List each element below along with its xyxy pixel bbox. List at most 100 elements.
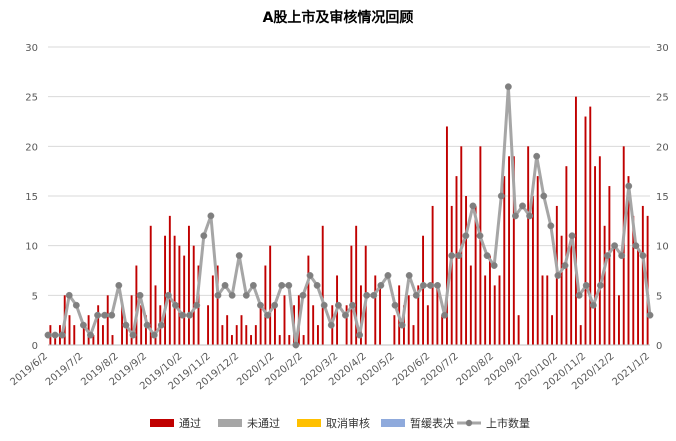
- bar-passed: [517, 315, 520, 345]
- listing-count-point: [164, 291, 172, 299]
- bar-passed: [417, 285, 420, 345]
- bar-passed: [192, 245, 195, 345]
- bar-passed: [259, 305, 262, 345]
- listing-count-point: [200, 232, 208, 240]
- bar-passed: [469, 265, 472, 345]
- y-right-tick-label: 20: [656, 142, 669, 153]
- listing-count-point: [604, 252, 611, 260]
- bar-passed: [560, 235, 563, 345]
- listing-count-point: [349, 301, 356, 309]
- bar-passed: [503, 176, 506, 345]
- y-right-tick-label: 10: [656, 242, 669, 253]
- bar-passed: [312, 305, 315, 345]
- listing-count-point: [504, 83, 512, 91]
- bar-passed: [570, 235, 573, 345]
- bar-passed: [302, 335, 305, 345]
- bar-passed: [584, 116, 587, 345]
- bar-passed: [140, 305, 143, 345]
- bar-passed: [350, 245, 353, 345]
- listing-count-point: [44, 331, 52, 339]
- listing-count-point: [150, 331, 158, 339]
- listing-count-point: [618, 252, 626, 260]
- listing-count-point: [214, 291, 222, 299]
- listing-count-point: [412, 291, 420, 299]
- bar-passed: [646, 215, 649, 345]
- listing-count-point: [596, 281, 604, 289]
- bar-passed: [474, 205, 477, 345]
- listing-count-point: [115, 281, 123, 289]
- listing-count-point: [327, 321, 335, 329]
- bar-passed: [445, 126, 448, 345]
- bar-passed: [450, 205, 453, 345]
- listing-count-point: [455, 252, 463, 260]
- listing-count-point: [547, 222, 555, 230]
- listing-count-point: [575, 291, 583, 299]
- listing-count-point: [186, 311, 194, 319]
- bar-passed: [407, 295, 410, 345]
- legend-label: 暂缓表决: [410, 416, 454, 430]
- listing-count-point: [242, 291, 250, 299]
- bar-passed: [393, 315, 396, 345]
- listing-count-point: [129, 331, 137, 339]
- listing-count-point: [561, 262, 569, 269]
- bar-passed: [101, 325, 104, 345]
- bar-passed: [589, 106, 592, 345]
- listing-count-point: [249, 281, 257, 289]
- x-tick-label: 2019/7/2: [44, 351, 85, 388]
- listing-count-point: [257, 301, 264, 309]
- listing-count-point: [193, 301, 201, 309]
- listing-count-point: [511, 212, 519, 220]
- bar-passed: [183, 255, 186, 345]
- listing-count-point: [157, 321, 165, 329]
- bar-passed: [230, 335, 233, 345]
- legend-label: 通过: [179, 417, 201, 430]
- bar-passed: [441, 315, 444, 345]
- listing-count-point: [122, 321, 130, 329]
- bar-passed: [493, 285, 496, 345]
- listing-count-point: [526, 212, 534, 220]
- bar-passed: [68, 315, 71, 345]
- bar-passed: [164, 235, 167, 345]
- bar-passed: [187, 225, 190, 345]
- listing-count-point: [108, 311, 116, 319]
- bar-passed: [135, 265, 138, 345]
- bar-passed: [216, 265, 219, 345]
- listing-count-point: [278, 281, 286, 289]
- listing-count-point: [285, 281, 293, 289]
- bar-passed: [54, 335, 57, 345]
- listing-count-point: [611, 242, 619, 250]
- bar-passed: [627, 176, 630, 345]
- bar-passed: [431, 205, 434, 345]
- listing-count-point: [582, 281, 590, 289]
- bar-passed: [613, 245, 616, 345]
- listing-count-point: [398, 321, 406, 329]
- bar-passed: [130, 295, 133, 345]
- bar-passed: [641, 205, 644, 345]
- bar-passed: [173, 235, 176, 345]
- listing-count-point: [483, 252, 491, 260]
- listing-count-point: [58, 331, 66, 339]
- y-left-tick-label: 0: [32, 341, 38, 352]
- bar-passed: [245, 325, 248, 345]
- bar-passed: [221, 325, 224, 345]
- listing-count-point: [427, 281, 434, 289]
- bar-passed: [345, 305, 348, 345]
- listing-count-point: [94, 311, 102, 319]
- y-left-tick-label: 30: [25, 43, 38, 54]
- listing-count-point: [639, 252, 647, 260]
- listing-count-point: [271, 301, 279, 309]
- bar-passed: [412, 325, 415, 345]
- bar-passed: [484, 275, 487, 345]
- bar-passed: [273, 305, 276, 345]
- legend-swatch-marker: [465, 419, 473, 427]
- listing-count-point: [377, 281, 385, 289]
- bar-passed: [637, 245, 640, 345]
- bar-passed: [154, 285, 157, 345]
- listing-count-point: [264, 311, 271, 319]
- listing-count-point: [519, 202, 526, 210]
- bar-passed: [111, 335, 114, 345]
- bar-passed: [527, 146, 530, 345]
- bar-passed: [531, 196, 534, 345]
- bar-passed: [608, 186, 611, 345]
